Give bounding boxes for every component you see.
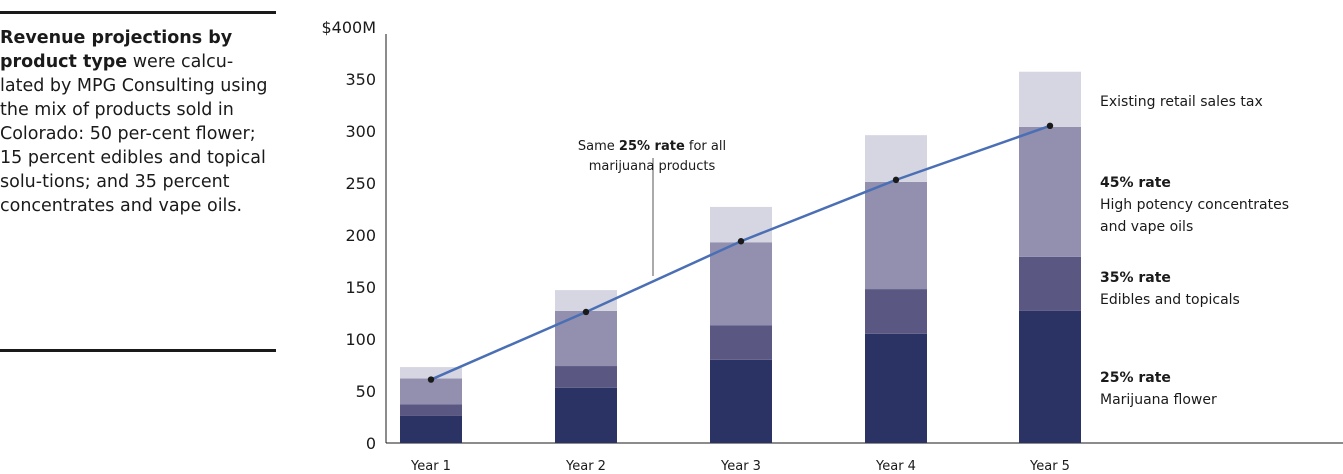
bar-segment bbox=[865, 333, 927, 443]
sidebar-top-rule bbox=[0, 11, 276, 14]
x-category-label: Year 1 bbox=[410, 459, 451, 474]
bar-segment bbox=[1019, 126, 1081, 257]
bar-segment bbox=[710, 242, 772, 326]
bar-segment bbox=[710, 206, 772, 243]
line-point bbox=[582, 308, 590, 316]
line-point bbox=[427, 376, 435, 383]
legend-label-concentrates: and vape oils bbox=[1100, 219, 1193, 235]
legend-label-retail-tax: Existing retail sales tax bbox=[1100, 94, 1263, 110]
annotation-line-1: Same 25% rate for all bbox=[578, 139, 726, 154]
bar-segment bbox=[555, 387, 617, 443]
x-category-label: Year 2 bbox=[565, 459, 606, 474]
annotation-line-2: marijuana products bbox=[589, 159, 716, 174]
y-tick-label: 50 bbox=[356, 382, 376, 401]
line-point bbox=[737, 238, 745, 245]
bar-segment bbox=[555, 366, 617, 388]
bar-segment bbox=[865, 135, 927, 182]
bar-segment bbox=[1019, 256, 1081, 311]
bar-segment bbox=[400, 415, 462, 443]
bar-segment bbox=[400, 404, 462, 416]
y-tick-label: 350 bbox=[345, 70, 376, 89]
y-tick-label: 300 bbox=[345, 122, 376, 141]
bar-segment bbox=[710, 359, 772, 443]
bar-segment bbox=[710, 325, 772, 360]
bar-segment bbox=[865, 289, 927, 334]
legend-rate-45: 45% rate bbox=[1100, 175, 1171, 191]
y-tick-label: 250 bbox=[345, 174, 376, 193]
y-tick-label: $400M bbox=[321, 18, 376, 37]
sidebar-note: Revenue projections by product type were… bbox=[0, 26, 276, 218]
bar-segment bbox=[400, 367, 462, 379]
legend-rate-25: 25% rate bbox=[1100, 370, 1171, 386]
legend-rate-35: 35% rate bbox=[1100, 270, 1171, 286]
y-tick-label: 200 bbox=[345, 226, 376, 245]
bar-segment bbox=[555, 310, 617, 367]
bar-segment bbox=[1019, 310, 1081, 443]
bar-segment bbox=[555, 290, 617, 311]
x-category-label: Year 5 bbox=[1029, 459, 1070, 474]
y-tick-label: 150 bbox=[345, 278, 376, 297]
bar-segment bbox=[865, 181, 927, 290]
legend-label-flower: Marijuana flower bbox=[1100, 392, 1217, 408]
sidebar-bottom-rule bbox=[0, 349, 276, 352]
sidebar-note-body: were calcu-lated by MPG Consulting using… bbox=[0, 52, 268, 216]
x-category-label: Year 3 bbox=[720, 459, 761, 474]
line-point bbox=[892, 176, 900, 184]
x-category-label: Year 4 bbox=[875, 459, 916, 474]
legend-label-edibles: Edibles and topicals bbox=[1100, 292, 1240, 308]
bar-segment bbox=[400, 378, 462, 405]
sidebar-note-bold: Revenue projections by product type bbox=[0, 28, 233, 72]
y-tick-label: 0 bbox=[366, 434, 376, 453]
y-tick-label: 100 bbox=[345, 330, 376, 349]
bar-segment bbox=[1019, 71, 1081, 127]
line-point bbox=[1046, 122, 1054, 129]
legend-label-concentrates: High potency concentrates bbox=[1100, 197, 1289, 213]
